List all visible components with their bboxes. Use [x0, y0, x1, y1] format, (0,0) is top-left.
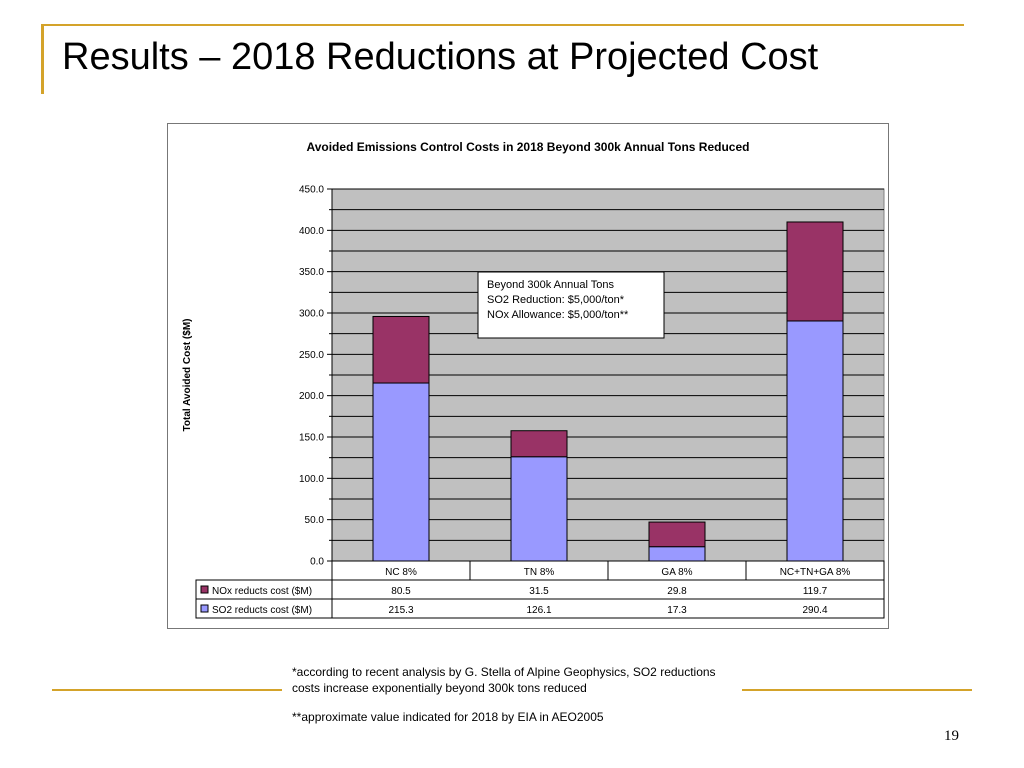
bar-so2-0: [372, 382, 430, 562]
y-tick-label: 250.0: [299, 350, 324, 361]
y-tick-label: 50.0: [305, 515, 325, 526]
annotation-line: SO2 Reduction: $5,000/ton*: [487, 294, 625, 306]
y-tick-label: 450.0: [299, 185, 324, 196]
y-tick-label: 150.0: [299, 433, 324, 444]
left-accent-rule: [41, 24, 44, 94]
y-tick-label: 0.0: [310, 557, 324, 568]
chart-frame: Avoided Emissions Control Costs in 2018 …: [167, 123, 889, 629]
data-label: 119.7: [803, 586, 828, 597]
y-tick-label: 100.0: [299, 474, 324, 485]
legend-entry: SO2 reducts cost ($M): [212, 605, 312, 616]
slide-number: 19: [944, 728, 959, 744]
chart-title: Avoided Emissions Control Costs in 2018 …: [307, 140, 750, 154]
y-axis-label: Total Avoided Cost ($M): [182, 319, 193, 432]
bottom-rule-right: [742, 689, 972, 691]
data-label: 126.1: [526, 605, 551, 616]
legend-swatch: [200, 604, 209, 613]
bottom-rule-left: [52, 689, 282, 691]
slide-title: Results – 2018 Reductions at Projected C…: [62, 36, 819, 78]
data-label: 31.5: [529, 586, 549, 597]
data-label: 17.3: [667, 605, 687, 616]
legend-entry: NOx reducts cost ($M): [212, 586, 312, 597]
top-accent-rule: [42, 24, 964, 26]
annotation-line: NOx Allowance: $5,000/ton**: [487, 309, 629, 321]
y-tick-label: 350.0: [299, 267, 324, 278]
data-label: 215.3: [388, 605, 413, 616]
stacked-bar-chart: Avoided Emissions Control Costs in 2018 …: [182, 140, 885, 619]
bar-so2-3: [786, 320, 844, 562]
category-label: TN 8%: [524, 567, 555, 578]
y-tick-label: 300.0: [299, 309, 324, 320]
table-series-row: [195, 598, 885, 619]
bar-nox-0: [372, 315, 430, 384]
category-label: GA 8%: [661, 567, 692, 578]
category-label: NC 8%: [385, 567, 417, 578]
bar-nox-1: [510, 430, 568, 458]
y-tick-label: 200.0: [299, 391, 324, 402]
category-label: NC+TN+GA 8%: [780, 567, 851, 578]
data-label: 29.8: [667, 586, 687, 597]
footnote-eia: **approximate value indicated for 2018 b…: [292, 710, 604, 724]
bar-so2-1: [510, 456, 568, 562]
footnote-stella: *according to recent analysis by G. Stel…: [292, 665, 716, 695]
annotation-box: [477, 271, 665, 339]
bar-nox-3: [786, 221, 844, 322]
data-label: 80.5: [391, 586, 411, 597]
bar-nox-2: [648, 521, 706, 548]
bar-so2-2: [648, 546, 706, 562]
legend-swatch: [200, 585, 209, 594]
y-tick-label: 400.0: [299, 226, 324, 237]
data-label: 290.4: [802, 605, 827, 616]
annotation-line: Beyond 300k Annual Tons: [487, 279, 615, 291]
